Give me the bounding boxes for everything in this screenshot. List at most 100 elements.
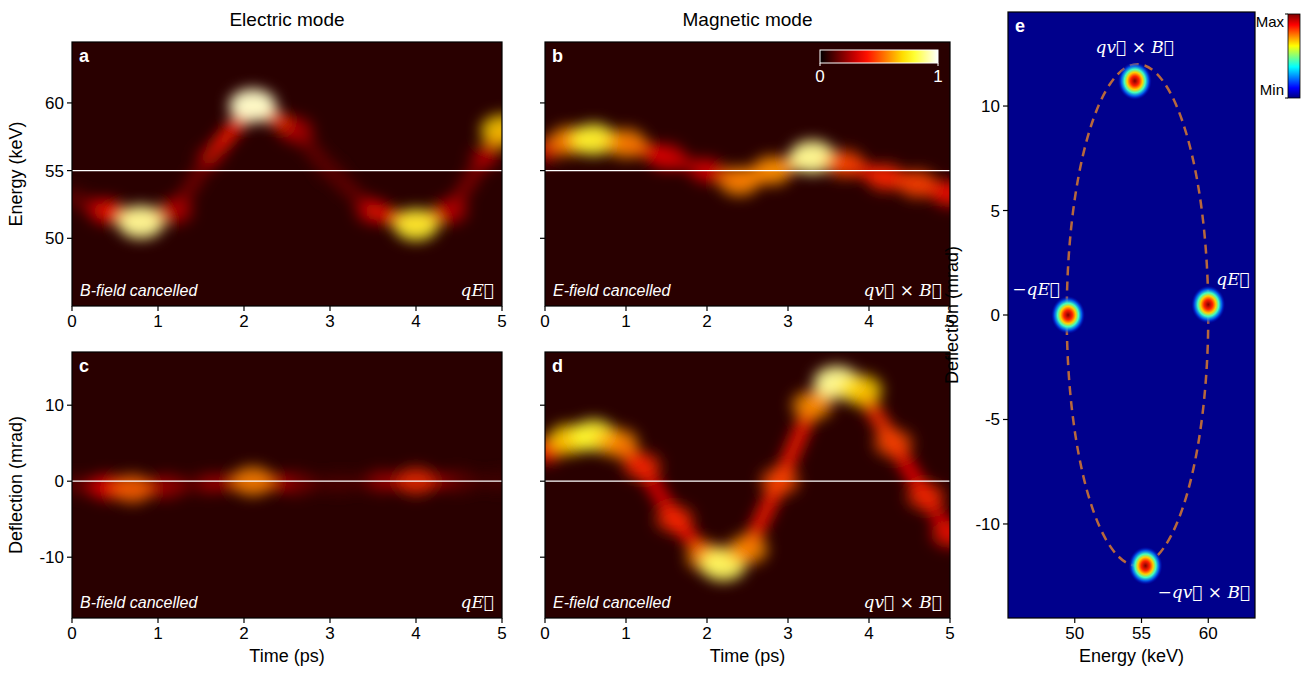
x-tick [1074,618,1075,623]
y-tick-label: 0 [55,472,64,491]
reference-line [545,481,950,482]
signal-spot [825,149,865,178]
y-tick-label: 5 [991,202,1000,221]
panel-letter: c [79,356,89,376]
reference-line [72,170,502,171]
y-tick [1003,523,1008,524]
heatmap-background [72,352,502,618]
x-tick [949,618,950,623]
spot-label: qv⃗ × B⃗ [1096,37,1174,57]
plot-area [545,42,950,306]
plot-frame [72,352,502,618]
signal-spot [394,209,439,241]
y-tick [540,238,545,239]
condition-label: E-field cancelled [553,594,672,611]
y-axis-title: Energy (keV) [6,121,26,226]
x-tick [329,306,330,311]
y-tick-label: -10 [39,548,64,567]
colorbar-tick-label: 0 [815,67,824,86]
y-tick [67,405,72,406]
colorbar [820,50,938,63]
x-tick-label: 0 [67,624,76,643]
condition-label: B-field cancelled [80,594,199,611]
x-axis-title: Time (ps) [710,646,785,666]
heatmap-signal [72,89,502,241]
signal-spot [229,89,276,123]
x-tick [71,618,72,623]
signal-spot [278,470,313,496]
y-axis-title: Deflection (mrad) [6,416,26,554]
colorbar-tick [1285,98,1288,99]
signal-spot [322,471,356,496]
x-tick-label: 3 [783,624,792,643]
plot-background [1008,12,1255,618]
y-tick-label: 0 [991,306,1000,325]
panel-letter: d [552,356,563,376]
x-tick [544,618,545,623]
plot-area [72,352,502,618]
heatmap-background [545,42,950,306]
heatmap-signal [545,123,950,207]
y-tick [1003,314,1008,315]
condition-label: B-field cancelled [80,282,199,299]
x-axis-title: Energy (keV) [1079,646,1184,666]
x-tick [544,306,545,311]
signal-spot [623,452,662,481]
x-tick-label: 1 [621,624,630,643]
beam-spot [1051,296,1085,334]
plot-frame [545,352,950,618]
reference-line [72,481,502,482]
colorbar-tick-label: Min [1260,81,1284,98]
x-tick-label: 2 [702,312,711,331]
signal-spot [72,473,89,498]
spot-label: −qE⃗ [1012,279,1060,299]
x-tick-label: 3 [325,312,334,331]
signal-spot [648,143,686,171]
signal-spot [931,180,950,208]
y-tick [67,170,72,171]
x-tick [706,618,707,623]
signal-spot [605,129,647,159]
signal-spot [355,198,392,225]
x-tick [625,618,626,623]
x-tick-label: 4 [411,624,420,643]
y-tick-label: 55 [45,162,64,181]
y-tick [540,170,545,171]
y-tick-label: -10 [975,515,1000,534]
y-tick [1003,105,1008,106]
x-tick-label: 60 [1199,624,1218,643]
heatmap-background [545,352,950,618]
panel-letter: b [552,46,563,66]
y-tick [67,102,72,103]
y-tick-label: 10 [45,396,64,415]
force-label: qv⃗ × B⃗ [864,280,942,300]
y-axis-title: Deflection (mrad) [942,246,962,384]
signal-spot [931,520,950,548]
column-title: Magnetic mode [683,9,813,30]
signal-spot [839,375,882,406]
plot-area [545,352,950,618]
x-tick [787,306,788,311]
x-tick [243,306,244,311]
x-tick [868,306,869,311]
x-tick [501,618,502,623]
plot-frame [72,42,502,306]
y-tick [540,405,545,406]
plot-frame [1008,12,1255,618]
x-tick-label: 4 [864,312,873,331]
spot-label: −qv⃗ × B⃗ [1158,582,1251,602]
plot-area [1008,12,1255,618]
colorbar-tick-label: Max [1256,13,1285,30]
signal-spot [432,198,469,225]
x-tick [787,618,788,623]
condition-label: E-field cancelled [553,282,672,299]
y-tick [67,238,72,239]
x-tick-label: 4 [411,312,420,331]
x-tick [1141,618,1142,623]
y-tick-label: 10 [981,97,1000,116]
x-tick [71,306,72,311]
x-tick [1208,618,1209,623]
x-tick-label: 5 [497,624,506,643]
reference-line [545,170,950,171]
trajectory-ellipse [1067,64,1209,566]
